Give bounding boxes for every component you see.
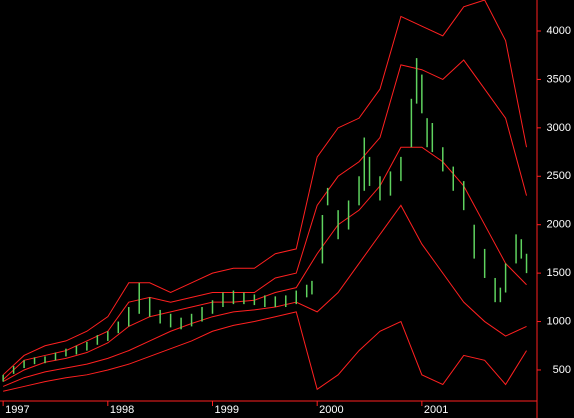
band-line <box>3 311 527 392</box>
y-tick-label: 3000 <box>547 122 571 134</box>
y-tick-label: 500 <box>553 364 571 376</box>
y-tick-label: 1500 <box>547 267 571 279</box>
x-tick-label: 1998 <box>110 404 134 416</box>
band-line <box>2 59 528 381</box>
band-line <box>2 204 527 387</box>
band-line <box>2 146 527 383</box>
band-line <box>2 0 528 376</box>
x-tick-label: 2001 <box>424 404 448 416</box>
y-tick-label: 4000 <box>547 25 571 37</box>
y-tick-label: 1000 <box>547 315 571 327</box>
x-tick-label: 1999 <box>214 404 238 416</box>
x-tick-label: 2000 <box>319 404 343 416</box>
y-tick-label: 2000 <box>547 219 571 231</box>
x-tick-label: 1997 <box>5 404 29 416</box>
y-tick-label: 3500 <box>547 73 571 85</box>
y-tick-label: 2500 <box>547 170 571 182</box>
